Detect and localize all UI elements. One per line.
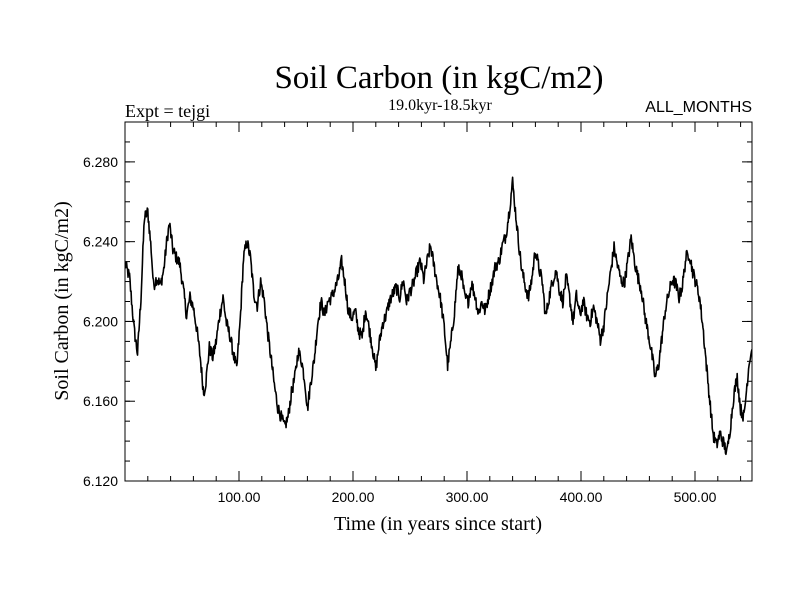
soil-carbon-series-line [125, 176, 752, 456]
x-axis-label: Time (in years since start) [334, 513, 542, 535]
months-label: ALL_MONTHS [645, 99, 752, 116]
y-tick-label: 6.160 [83, 393, 118, 409]
x-tick-label: 300.00 [446, 489, 489, 505]
y-axis-label: Soil Carbon (in kgC/m2) [51, 201, 73, 400]
plot-frame [124, 121, 753, 482]
y-tick-labels: 6.120 6.160 6.200 6.240 6.280 [83, 154, 118, 489]
x-tick-label: 500.00 [674, 489, 717, 505]
x-tick-label: 200.00 [332, 489, 375, 505]
chart-subtitle: 19.0kyr-18.5kyr [388, 97, 492, 114]
x-tick-label: 400.00 [560, 489, 603, 505]
x-tick-label: 100.00 [218, 489, 261, 505]
y-tick-label: 6.280 [83, 154, 118, 170]
expt-label: Expt = tejgi [125, 101, 210, 121]
y-tick-label: 6.240 [83, 234, 118, 250]
chart-title: Soil Carbon (in kgC/m2) [274, 60, 603, 96]
y-tick-label: 6.200 [83, 313, 118, 329]
x-tick-labels: 100.00 200.00 300.00 400.00 500.00 [218, 489, 717, 505]
axis-ticks [125, 122, 752, 482]
y-tick-label: 6.120 [83, 473, 118, 489]
